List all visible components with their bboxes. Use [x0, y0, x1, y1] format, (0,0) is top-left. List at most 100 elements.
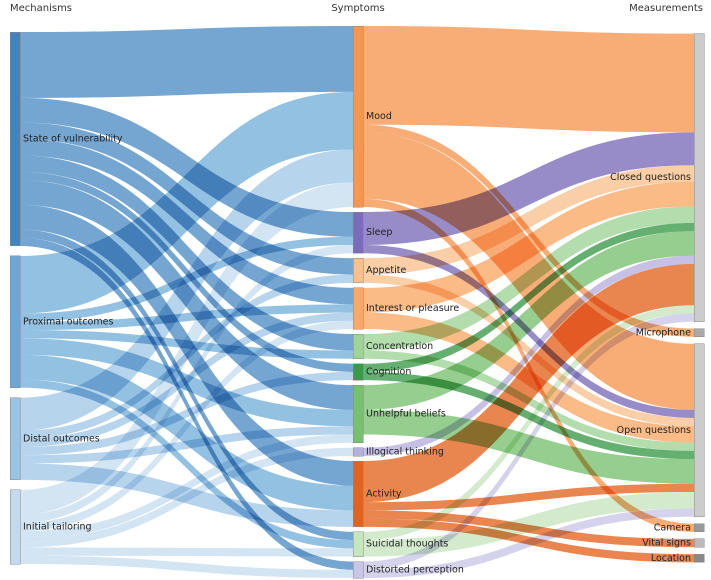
node-label-mic: Microphone [636, 327, 691, 338]
link-prox-to-activity[interactable] [20, 354, 353, 511]
nodes-layer: State of vulnerability Proximal outcomes D… [9, 25, 705, 579]
node-bar-mood[interactable] [352, 25, 364, 208]
node-bar-vital[interactable] [693, 538, 705, 548]
column-header-measurements: Measurements [629, 3, 703, 14]
link-prox-to-suicide[interactable] [20, 379, 353, 549]
link-prox-to-mood[interactable] [20, 91, 353, 314]
node-prox[interactable]: Proximal outcomes [9, 255, 113, 388]
link-init-to-illog[interactable] [20, 447, 353, 548]
link-distal-to-unhelp[interactable] [20, 426, 353, 464]
node-bar-distal[interactable] [9, 397, 21, 481]
node-label-closed: Closed questions [610, 172, 691, 183]
link-interest-to-closed[interactable] [363, 181, 694, 313]
link-sleep-to-closed[interactable] [363, 132, 694, 245]
node-bar-prox[interactable] [9, 255, 21, 388]
node-mood[interactable]: Mood [352, 25, 392, 208]
node-conc[interactable]: Concentration [352, 333, 433, 359]
node-interest[interactable]: Interest or pleasure [352, 287, 459, 330]
node-bar-interest[interactable] [352, 287, 364, 330]
node-bar-init[interactable] [9, 489, 21, 565]
node-bar-sleep[interactable] [352, 211, 364, 254]
node-label-conc: Concentration [366, 341, 433, 352]
node-label-mood: Mood [366, 111, 392, 122]
node-bar-closed[interactable] [693, 33, 705, 322]
link-init-to-unhelp[interactable] [20, 434, 353, 540]
link-vuln-to-conc[interactable] [20, 155, 353, 351]
link-init-to-interest[interactable] [20, 320, 353, 532]
node-label-appetite: Appetite [366, 265, 406, 276]
link-activity-to-open[interactable] [363, 483, 694, 511]
node-label-location: Location [651, 553, 691, 564]
node-bar-appetite[interactable] [352, 257, 364, 284]
node-sleep[interactable]: Sleep [352, 211, 392, 254]
node-bar-mic[interactable] [693, 328, 705, 338]
node-cog[interactable]: Cognition [352, 363, 411, 381]
node-bar-activity[interactable] [352, 460, 364, 528]
node-camera[interactable]: Camera [654, 522, 705, 533]
link-vuln-to-cog[interactable] [20, 171, 353, 372]
node-label-distal: Distal outcomes [23, 433, 100, 444]
column-header-mechanisms: Mechanisms [10, 3, 72, 14]
node-activity[interactable]: Activity [352, 460, 402, 528]
node-init[interactable]: Initial tailoring [9, 489, 92, 565]
node-bar-camera[interactable] [693, 523, 705, 533]
node-closed[interactable]: Closed questions [610, 33, 705, 322]
link-appetite-to-closed[interactable] [363, 165, 694, 275]
link-vuln-to-distort[interactable] [20, 237, 353, 570]
link-prox-to-interest[interactable] [20, 304, 353, 331]
node-bar-location[interactable] [693, 553, 705, 563]
node-suicide[interactable]: Suicidal thoughts [352, 531, 448, 557]
link-unhelp-to-closed[interactable] [363, 231, 694, 410]
node-location[interactable]: Location [651, 553, 705, 564]
node-distort[interactable]: Distorted perception [352, 561, 464, 579]
node-bar-illog[interactable] [352, 447, 364, 457]
node-vital[interactable]: Vital signs [642, 538, 705, 549]
node-appetite[interactable]: Appetite [352, 257, 406, 284]
node-label-unhelp: Unhelpful beliefs [366, 408, 446, 419]
node-bar-open[interactable] [693, 343, 705, 517]
link-init-to-distort[interactable] [20, 555, 353, 578]
node-label-illog: Illogical thinking [366, 446, 444, 457]
node-label-distort: Distorted perception [366, 564, 464, 575]
link-mood-to-closed[interactable] [363, 26, 694, 133]
node-unhelp[interactable]: Unhelpful beliefs [352, 384, 446, 444]
links-layer [20, 26, 694, 578]
link-distort-to-open[interactable] [363, 508, 694, 578]
node-distal[interactable]: Distal outcomes [9, 397, 100, 481]
link-distort-to-closed[interactable] [363, 313, 694, 570]
link-conc-to-closed[interactable] [363, 206, 694, 351]
node-label-vital: Vital signs [642, 538, 691, 549]
link-cog-to-closed[interactable] [363, 222, 694, 372]
node-label-init: Initial tailoring [23, 521, 92, 532]
link-distal-to-mood[interactable] [20, 149, 353, 431]
node-mic[interactable]: Microphone [636, 327, 705, 338]
node-label-cog: Cognition [366, 366, 411, 377]
node-bar-cog[interactable] [352, 363, 364, 381]
node-bar-vuln[interactable] [9, 31, 21, 247]
link-activity-to-closed[interactable] [363, 264, 694, 503]
link-illog-to-closed[interactable] [363, 255, 694, 457]
node-vuln[interactable]: State of vulnerability [9, 31, 123, 247]
link-appetite-to-open[interactable] [363, 274, 694, 427]
node-bar-distort[interactable] [352, 561, 364, 579]
link-mood-to-mic[interactable] [363, 124, 694, 337]
node-label-sleep: Sleep [366, 227, 392, 238]
node-bar-conc[interactable] [352, 333, 364, 359]
node-label-interest: Interest or pleasure [366, 303, 459, 314]
node-bar-unhelp[interactable] [352, 384, 364, 444]
node-label-prox: Proximal outcomes [23, 316, 113, 327]
node-bar-suicide[interactable] [352, 531, 364, 557]
node-label-vuln: State of vulnerability [23, 133, 123, 144]
link-init-to-mood[interactable] [20, 182, 353, 515]
link-cog-to-open[interactable] [363, 371, 694, 460]
link-init-to-suicide[interactable] [20, 547, 353, 557]
link-init-to-sleep[interactable] [20, 244, 353, 523]
node-open[interactable]: Open questions [617, 343, 705, 517]
link-distal-to-cog[interactable] [20, 371, 353, 456]
node-label-suicide: Suicidal thoughts [366, 539, 448, 550]
link-vuln-to-mood[interactable] [20, 26, 353, 98]
node-label-activity: Activity [366, 488, 402, 499]
link-suicide-to-closed[interactable] [363, 305, 694, 541]
node-illog[interactable]: Illogical thinking [352, 446, 444, 457]
